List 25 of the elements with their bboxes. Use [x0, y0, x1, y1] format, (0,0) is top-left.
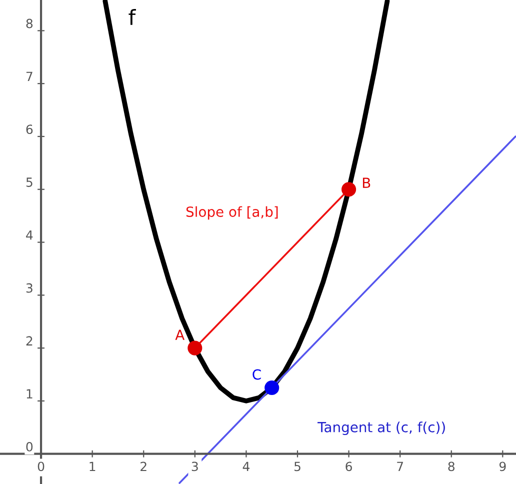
annotation: Slope of [a,b] — [186, 206, 278, 220]
x-tick-label: 5 — [294, 462, 300, 472]
annotation: Tangent at (c, f(c)) — [318, 422, 445, 436]
y-tick-label: 5 — [26, 178, 32, 187]
y-tick-label: 6 — [26, 124, 33, 134]
x-tick-label: 2 — [140, 462, 146, 471]
x-tick-label: 7 — [397, 462, 403, 471]
y-tick-label: 8 — [26, 18, 33, 28]
y-tick-label: 2 — [26, 336, 32, 346]
y-tick-label: 3 — [26, 283, 32, 293]
series-label: f — [128, 9, 136, 25]
x-tick-label: 3 — [192, 462, 198, 472]
x-tick-label: 9 — [499, 462, 506, 472]
x-tick-label: 4 — [242, 462, 250, 471]
y-tick-label: 4 — [26, 230, 33, 240]
x-tick-label: 0 — [38, 462, 44, 472]
x-tick-label: 8 — [448, 462, 454, 472]
series-label: C — [252, 369, 261, 380]
series-label: B — [362, 178, 370, 188]
x-tick-label: 6 — [346, 462, 352, 472]
y-tick-label: 1 — [26, 389, 32, 398]
series-label: A — [175, 330, 185, 340]
x-tick-label: 1 — [90, 462, 96, 471]
y-tick-label: 7 — [26, 72, 32, 81]
y-tick-label: 0 — [26, 442, 33, 452]
